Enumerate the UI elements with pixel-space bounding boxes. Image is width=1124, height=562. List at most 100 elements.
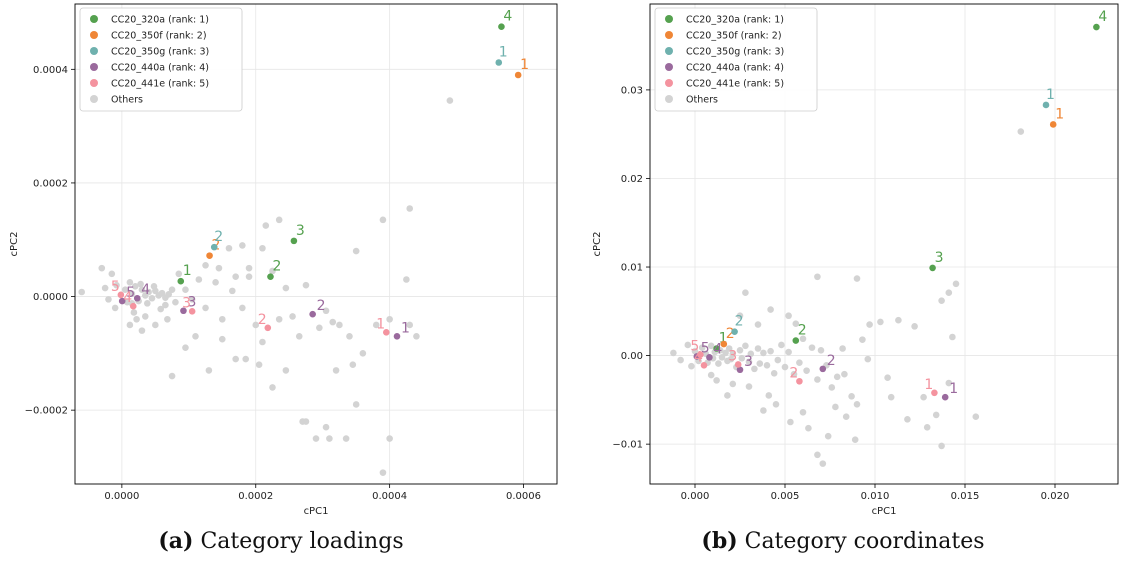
point-other [126, 279, 134, 286]
point-cc20_441e [264, 324, 272, 332]
point-other [715, 360, 722, 367]
point-other [289, 313, 296, 320]
point-other [215, 264, 223, 272]
point-other [724, 392, 731, 399]
point-cc20_320a [792, 337, 800, 344]
point-other [866, 321, 873, 328]
point-other [707, 342, 715, 350]
point-other [138, 327, 146, 334]
point-other [130, 309, 138, 316]
y-tick-label: 0.02 [621, 174, 643, 185]
point-label-cc20_441e: 5 [690, 339, 699, 355]
point-other [255, 361, 263, 369]
plot-frame [649, 3, 1119, 485]
point-other [877, 318, 884, 326]
point-other [851, 436, 859, 444]
legend-marker-cc20_350g [90, 47, 98, 55]
point-other [152, 321, 159, 329]
point-other [352, 401, 360, 408]
point-cc20_441e [700, 362, 708, 369]
y-tick-label: 0.0002 [33, 178, 68, 189]
chart-a: 1234121212345123450.00000.00020.00040.00… [9, 3, 558, 517]
point-cc20_441e [382, 329, 390, 336]
y-tick-label: 0.0000 [33, 292, 68, 303]
caption-a: (a) Category loadings [0, 528, 562, 554]
point-other [814, 273, 821, 281]
point-other [406, 205, 414, 212]
point-cc20_320a [498, 23, 505, 31]
legend-label: CC20_441e (rank: 5) [686, 79, 784, 90]
legend-label: CC20_440a (rank: 4) [686, 63, 784, 74]
point-other [413, 333, 420, 340]
point-cc20_440a [133, 294, 141, 302]
point-other [713, 377, 720, 384]
point-label-cc20_440a: 2 [827, 353, 836, 369]
point-label-cc20_440a: 1 [401, 320, 410, 336]
point-other [164, 315, 171, 323]
legend-label: CC20_350g (rank: 3) [686, 47, 784, 58]
point-other [787, 418, 794, 426]
point-label-cc20_440a: 2 [317, 298, 326, 314]
point-cc20_350g [731, 328, 738, 335]
point-cc20_320a [267, 273, 274, 280]
point-other [785, 348, 792, 356]
point-cc20_440a [309, 310, 316, 318]
legend-marker-cc20_320a [665, 15, 673, 23]
point-other [742, 289, 749, 297]
point-other [727, 355, 735, 363]
point-other [819, 460, 827, 467]
point-other [745, 358, 753, 366]
point-other [832, 403, 839, 411]
point-other [814, 451, 821, 459]
legend-label: CC20_350f (rank: 2) [686, 31, 782, 42]
point-other [808, 344, 816, 351]
point-other [352, 247, 360, 255]
point-other [842, 413, 850, 420]
point-other [245, 264, 253, 272]
point-other [242, 355, 250, 363]
point-other [864, 355, 872, 363]
point-other [725, 345, 733, 352]
point-other [98, 264, 106, 272]
point-other [952, 280, 960, 288]
point-label-cc20_440a: 3 [744, 354, 753, 370]
y-tick-label: −0.0002 [25, 406, 68, 417]
point-other [269, 267, 276, 275]
point-other [195, 276, 203, 283]
point-label-cc20_320a: 1 [719, 331, 728, 347]
point-other [113, 281, 120, 289]
point-other [945, 289, 953, 297]
legend-marker-cc20_350f [90, 31, 98, 39]
x-tick-label: 0.015 [951, 491, 980, 502]
point-other [150, 283, 158, 290]
legend-marker-cc20_441e [90, 79, 98, 87]
point-other [670, 349, 677, 357]
point-other [853, 400, 861, 408]
point-other [736, 312, 744, 320]
point-other [282, 367, 290, 374]
point-other [754, 321, 762, 328]
point-other [828, 384, 836, 391]
point-other [128, 290, 136, 298]
point-other [923, 424, 931, 431]
point-other [202, 304, 209, 312]
legend-marker-others [665, 95, 673, 103]
y-axis-label: cPC2 [9, 232, 20, 257]
point-other [736, 346, 744, 354]
point-other [158, 289, 166, 297]
point-other [262, 222, 270, 229]
point-other [269, 384, 276, 391]
legend-label: CC20_350f (rank: 2) [111, 31, 207, 42]
point-other [182, 286, 189, 294]
point-other [302, 281, 310, 289]
point-other [275, 216, 283, 224]
point-other [239, 242, 246, 249]
point-label-cc20_440a: 5 [701, 340, 710, 356]
point-other [1017, 128, 1025, 135]
point-cc20_320a [929, 264, 936, 272]
point-other [772, 400, 780, 408]
point-label-cc20_350g: 2 [214, 229, 223, 245]
point-other [841, 370, 848, 378]
point-other [239, 304, 246, 312]
point-other [920, 393, 927, 401]
